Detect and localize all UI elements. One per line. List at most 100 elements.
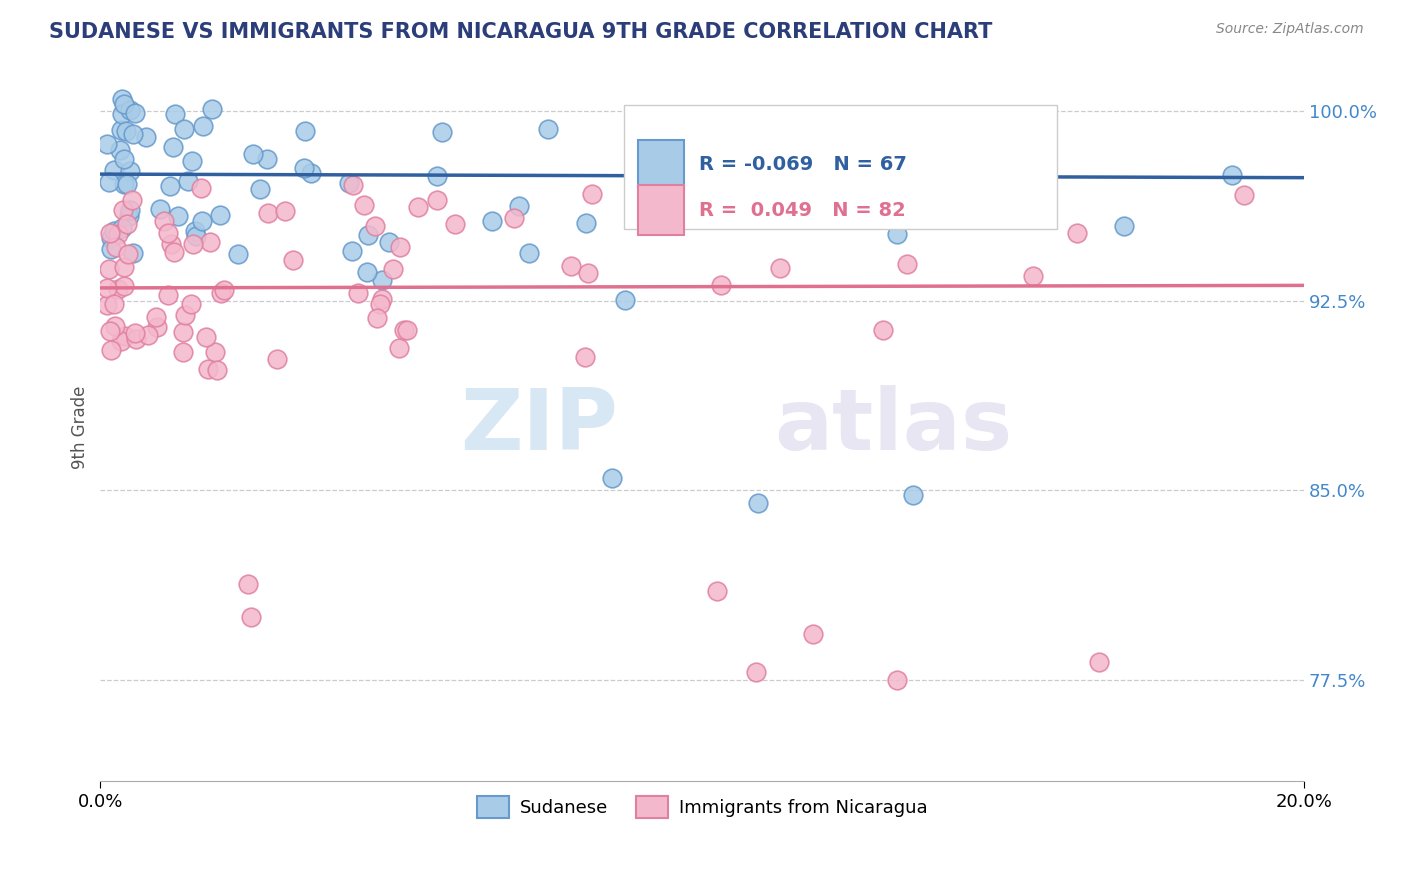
Point: [112, 278, 135, 293]
Point: [100, 230, 122, 244]
Point: [97, 175, 120, 189]
Point: [581, 187, 603, 202]
Point: [430, 125, 453, 139]
Point: [115, 124, 138, 138]
Point: [574, 350, 596, 364]
Point: [236, 576, 259, 591]
Point: [145, 320, 167, 334]
Text: ZIP: ZIP: [460, 385, 619, 468]
Point: [197, 362, 219, 376]
Point: [100, 242, 122, 256]
Point: [600, 470, 623, 484]
Text: R =  0.049   N = 82: R = 0.049 N = 82: [699, 201, 905, 219]
Text: Source: ZipAtlas.com: Source: ZipAtlas.com: [1216, 22, 1364, 37]
Point: [389, 240, 412, 254]
Point: [177, 174, 200, 188]
Point: [172, 325, 194, 339]
Point: [706, 584, 728, 599]
Text: atlas: atlas: [775, 385, 1012, 468]
Point: [100, 343, 122, 358]
Point: [156, 288, 179, 302]
Point: [198, 235, 221, 249]
Point: [1220, 168, 1243, 182]
Point: [112, 260, 135, 274]
Point: [371, 292, 394, 306]
Point: [481, 214, 503, 228]
Point: [366, 311, 388, 326]
Point: [103, 163, 125, 178]
Point: [801, 627, 824, 641]
Point: [406, 200, 429, 214]
Point: [201, 102, 224, 116]
Point: [560, 259, 582, 273]
Point: [112, 203, 135, 218]
Y-axis label: 9th Grade: 9th Grade: [72, 385, 89, 468]
Text: SUDANESE VS IMMIGRANTS FROM NICARAGUA 9TH GRADE CORRELATION CHART: SUDANESE VS IMMIGRANTS FROM NICARAGUA 9T…: [49, 22, 993, 42]
Point: [257, 205, 280, 219]
Point: [191, 119, 214, 133]
Point: [190, 181, 212, 195]
Point: [111, 92, 134, 106]
Point: [357, 227, 380, 242]
Point: [124, 106, 146, 120]
Point: [172, 345, 194, 359]
Point: [111, 107, 134, 121]
Point: [872, 323, 894, 337]
Point: [710, 278, 733, 293]
Point: [388, 341, 411, 355]
Point: [395, 323, 418, 337]
Point: [886, 673, 908, 687]
Point: [107, 227, 129, 241]
Point: [1112, 219, 1135, 233]
Point: [517, 245, 540, 260]
Point: [96, 298, 118, 312]
Point: [342, 244, 364, 259]
Point: [576, 266, 599, 280]
Point: [122, 127, 145, 141]
Point: [111, 221, 134, 235]
Point: [212, 283, 235, 297]
Point: [901, 488, 924, 502]
Point: [274, 204, 297, 219]
Point: [117, 178, 139, 192]
Point: [575, 216, 598, 230]
Point: [294, 124, 316, 138]
Point: [368, 296, 391, 310]
Point: [356, 265, 378, 279]
Point: [118, 103, 141, 117]
Point: [744, 184, 766, 198]
Point: [98, 324, 121, 338]
Point: [98, 226, 121, 240]
Point: [124, 326, 146, 341]
Point: [103, 224, 125, 238]
Point: [103, 296, 125, 310]
Point: [905, 151, 928, 165]
Point: [747, 496, 769, 510]
Point: [173, 122, 195, 136]
Point: [281, 252, 304, 267]
Point: [266, 351, 288, 366]
Point: [1022, 268, 1045, 283]
Point: [104, 318, 127, 333]
Bar: [638, 139, 685, 189]
Point: [163, 106, 186, 120]
Point: [346, 286, 368, 301]
Point: [426, 193, 449, 207]
Point: [299, 165, 322, 179]
Point: [174, 308, 197, 322]
Point: [149, 202, 172, 216]
Point: [118, 202, 141, 217]
Point: [745, 665, 768, 680]
Point: [117, 247, 139, 261]
Point: [371, 273, 394, 287]
Point: [1088, 655, 1111, 669]
Point: [167, 209, 190, 223]
Point: [186, 229, 208, 244]
Point: [96, 281, 118, 295]
Point: [138, 327, 160, 342]
Point: [364, 219, 387, 233]
Point: [378, 235, 401, 249]
Point: [153, 214, 176, 228]
Point: [114, 328, 136, 343]
Point: [112, 153, 135, 167]
